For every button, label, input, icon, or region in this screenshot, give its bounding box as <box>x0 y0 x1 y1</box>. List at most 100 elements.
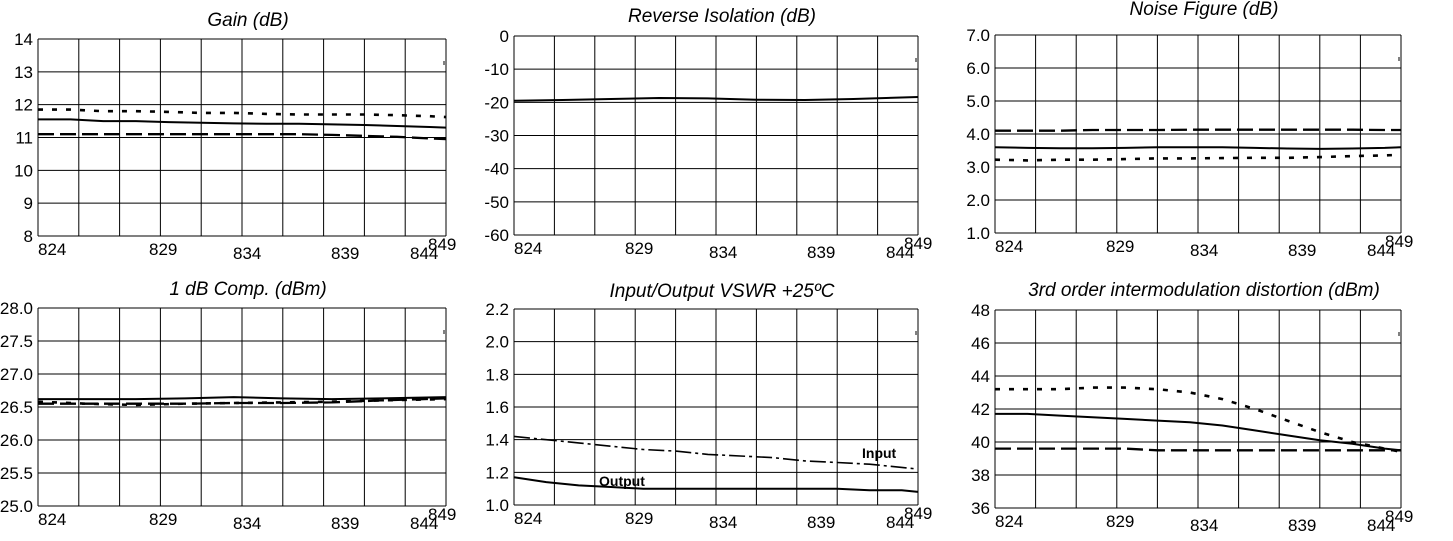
series-line-1 <box>995 128 1401 132</box>
y-tick-label: 11 <box>15 129 33 148</box>
y-tick-label: -10 <box>484 60 509 79</box>
series-line-2 <box>994 146 1402 150</box>
y-tick-label: 1.2 <box>485 463 509 482</box>
y-tick-label: 4.0 <box>966 125 990 144</box>
chart-title: Gain (dB) <box>207 10 288 31</box>
y-tick-label: 2.0 <box>966 191 990 210</box>
y-tick-label: -20 <box>484 93 509 112</box>
chart-panel-4: 1 dB Comp. (dBm) 28.0 27.5 27.0 26.5 26.0 25.5… <box>0 279 456 533</box>
y-tick-label: -30 <box>484 127 509 146</box>
y-tick-label: 27.5 <box>0 332 33 351</box>
y-tick-label: 9 <box>24 194 33 213</box>
x-tick-label: 829 <box>625 239 653 258</box>
series-line-3 <box>994 153 1402 162</box>
x-tick-label: 849 <box>904 234 932 253</box>
x-tick-label: 839 <box>1288 516 1316 535</box>
y-tick-label: 2.0 <box>485 333 509 352</box>
chart-panel-2: Reverse Isolation (dB) 0 -10 -20 -30 -40 -50 -6… <box>484 6 932 262</box>
y-tick-label: 46 <box>971 334 990 353</box>
x-tick-label: 849 <box>428 505 456 524</box>
y-tick-label: 6.0 <box>966 59 990 78</box>
y-tick-label: -50 <box>484 193 509 212</box>
y-tick-label: 26.0 <box>0 431 33 450</box>
x-tick-label: 844 <box>410 514 438 533</box>
x-tick-label: 839 <box>807 513 835 532</box>
y-tick-label: 38 <box>971 466 990 485</box>
x-tick-label: 829 <box>1106 237 1134 256</box>
y-tick-label: 13 <box>14 63 33 82</box>
x-tick-label: 839 <box>331 244 359 263</box>
x-tick-label: 844 <box>886 513 914 532</box>
series-label-input: Input <box>862 445 897 461</box>
chart-panel-3: Noise Figure (dB) 7.0 6.0 5.0 4.0 3.0 2.0 1.0 82… <box>966 0 1413 260</box>
series-line-output <box>513 476 919 493</box>
y-tick-label: -60 <box>484 226 509 245</box>
chart-title: 3rd order intermodulation distortion (dB… <box>1028 280 1380 301</box>
series-line-1 <box>38 108 447 119</box>
chart-panel-6: 3rd order intermodulation distortion (dB… <box>971 280 1413 535</box>
series-label-output: Output <box>599 473 645 489</box>
y-tick-label: 44 <box>971 367 990 386</box>
x-tick-label: 844 <box>410 244 438 263</box>
series-line-2 <box>995 412 1402 452</box>
y-tick-label: 48 <box>971 301 990 320</box>
x-tick-label: 834 <box>1190 241 1218 260</box>
y-tick-label: 1.6 <box>485 398 509 417</box>
y-tick-label: 1.8 <box>485 365 509 384</box>
x-tick-label: 824 <box>38 510 66 529</box>
series-line-input <box>513 435 919 470</box>
x-tick-label: 824 <box>514 509 542 528</box>
y-tick-label: -40 <box>484 160 509 179</box>
y-tick-label: 14 <box>14 30 33 49</box>
y-tick-label: 27.0 <box>0 365 33 384</box>
y-tick-label: 12 <box>14 96 33 115</box>
x-tick-label: 829 <box>1106 512 1134 531</box>
x-tick-label: 844 <box>886 243 914 262</box>
chart-panel-5: Input/Output VSWR +25ºC 2.2 2.0 1.8 1.6 1.4 1.… <box>485 281 932 532</box>
y-tick-label: 36 <box>971 499 990 518</box>
y-tick-label: 26.5 <box>0 398 33 417</box>
x-tick-label: 849 <box>904 504 932 523</box>
x-tick-label: 844 <box>1367 241 1395 260</box>
x-tick-label: 849 <box>1385 507 1413 526</box>
y-tick-label: 42 <box>971 400 990 419</box>
chart-title: Reverse Isolation (dB) <box>628 6 816 27</box>
x-tick-label: 839 <box>807 243 835 262</box>
y-tick-label: 1.4 <box>485 431 509 450</box>
x-tick-label: 824 <box>995 237 1023 256</box>
series-line-3 <box>38 133 447 141</box>
y-tick-label: 5.0 <box>966 92 990 111</box>
y-tick-label: 8 <box>24 227 33 246</box>
x-tick-label: 824 <box>38 240 66 259</box>
y-tick-label: 7.0 <box>966 26 990 45</box>
x-tick-label: 824 <box>995 512 1023 531</box>
y-tick-label: 25.5 <box>0 464 33 483</box>
x-tick-label: 834 <box>709 243 737 262</box>
chart-title: 1 dB Comp. (dBm) <box>169 279 326 300</box>
series-line-1 <box>513 96 919 102</box>
series-line-3 <box>995 447 1401 452</box>
y-tick-label: 40 <box>971 433 990 452</box>
y-tick-label: 25.0 <box>0 497 33 516</box>
y-tick-label: 28.0 <box>0 299 33 318</box>
x-tick-label: 829 <box>149 510 177 529</box>
series-line-2 <box>38 118 447 129</box>
y-tick-label: 0 <box>500 27 509 46</box>
x-tick-label: 849 <box>428 235 456 254</box>
x-tick-label: 834 <box>709 513 737 532</box>
x-tick-label: 849 <box>1385 232 1413 251</box>
y-tick-label: 10 <box>14 161 33 180</box>
chart-title: Noise Figure (dB) <box>1130 0 1279 20</box>
x-tick-label: 829 <box>625 509 653 528</box>
y-tick-label: 1.0 <box>485 496 509 515</box>
x-tick-label: 839 <box>331 514 359 533</box>
x-tick-label: 829 <box>149 240 177 259</box>
x-tick-label: 839 <box>1288 241 1316 260</box>
y-tick-label: 2.2 <box>485 300 509 319</box>
x-tick-label: 834 <box>1190 516 1218 535</box>
x-tick-label: 834 <box>233 244 261 263</box>
x-tick-label: 844 <box>1367 516 1395 535</box>
chart-title: Input/Output VSWR +25ºC <box>609 281 834 302</box>
